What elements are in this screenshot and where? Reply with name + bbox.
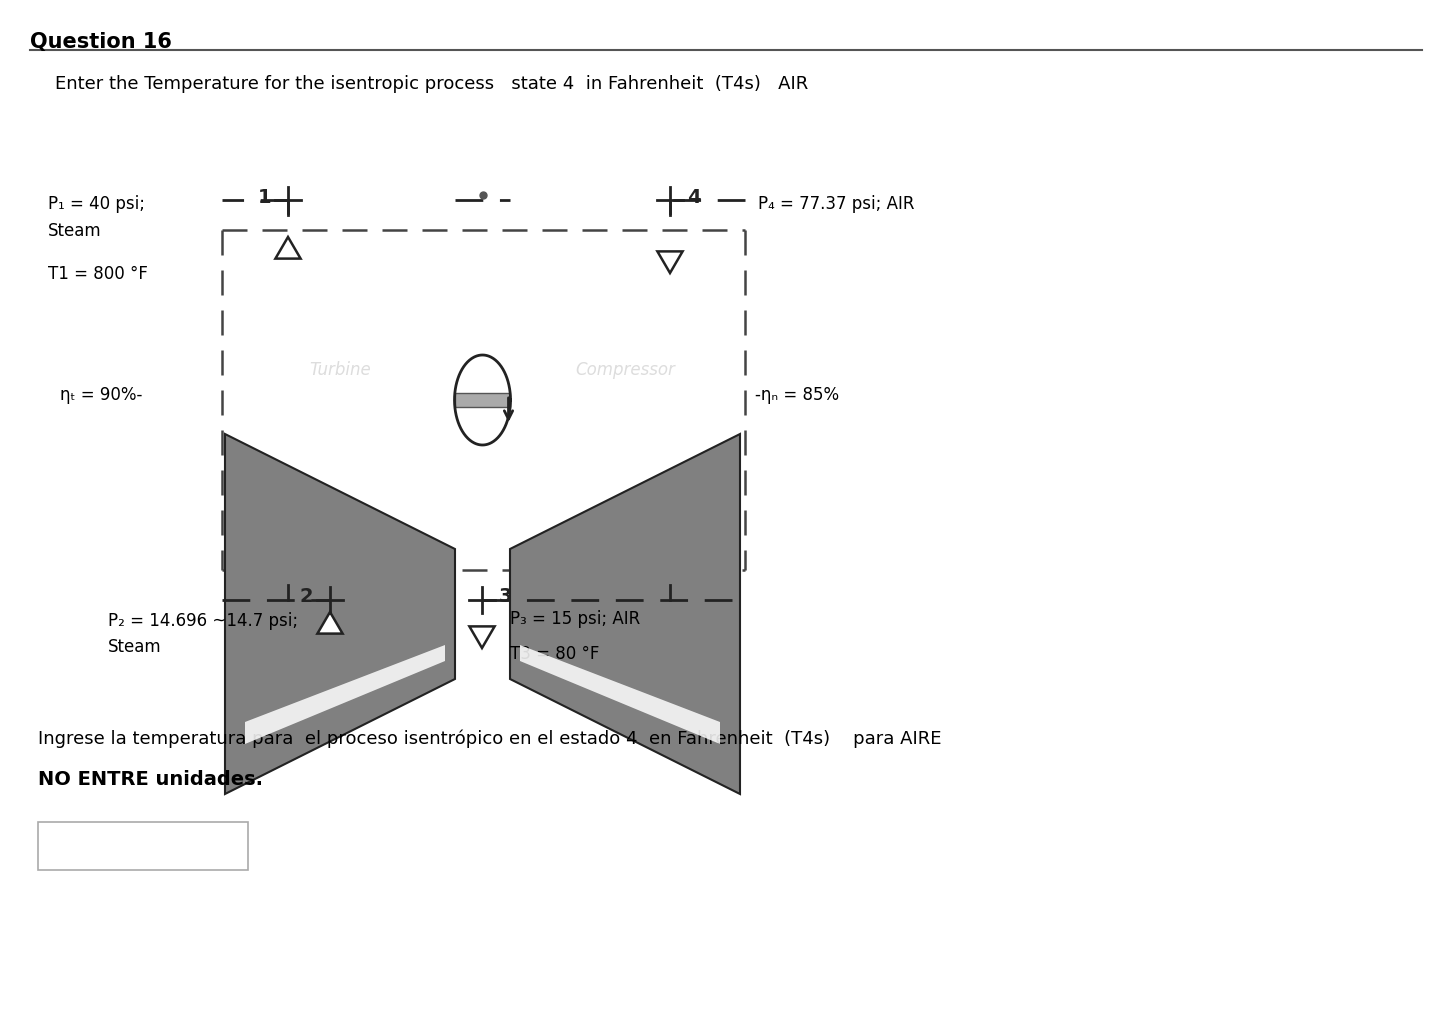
Polygon shape xyxy=(520,645,720,744)
Text: P₁ = 40 psi;: P₁ = 40 psi; xyxy=(48,195,145,213)
Text: Steam: Steam xyxy=(107,638,161,656)
Text: -ηₙ = 85%: -ηₙ = 85% xyxy=(755,386,839,404)
Polygon shape xyxy=(658,251,682,273)
Text: Enter the Temperature for the isentropic process   state 4  in Fahrenheit  (T4s): Enter the Temperature for the isentropic… xyxy=(55,75,809,93)
Text: 4: 4 xyxy=(687,188,701,207)
Polygon shape xyxy=(276,237,301,259)
Text: NO ENTRE unidades.: NO ENTRE unidades. xyxy=(38,770,263,789)
Text: 2: 2 xyxy=(299,587,314,606)
Text: Turbine: Turbine xyxy=(298,411,373,429)
FancyBboxPatch shape xyxy=(38,822,248,870)
Text: P₃ = 15 psi; AIR: P₃ = 15 psi; AIR xyxy=(510,610,640,628)
Text: 1: 1 xyxy=(257,188,272,207)
Bar xyxy=(454,393,510,407)
Text: Compressor: Compressor xyxy=(575,361,675,379)
Text: Question 16: Question 16 xyxy=(30,32,171,52)
Polygon shape xyxy=(469,627,495,648)
Text: T1 = 800 °F: T1 = 800 °F xyxy=(48,265,148,283)
Text: Steam: Steam xyxy=(48,222,102,240)
Text: P₄ = 77.37 psi; AIR: P₄ = 77.37 psi; AIR xyxy=(758,195,915,213)
Polygon shape xyxy=(245,645,444,744)
Text: Ingrese la temperatura para  el proceso isentrópico en el estado 4  en Fahrenhei: Ingrese la temperatura para el proceso i… xyxy=(38,730,941,748)
Text: P₂ = 14.696 ~14.7 psi;: P₂ = 14.696 ~14.7 psi; xyxy=(107,612,298,630)
Text: Turbine: Turbine xyxy=(309,361,370,379)
Polygon shape xyxy=(318,612,343,634)
Polygon shape xyxy=(510,434,741,794)
Text: ηₜ = 90%-: ηₜ = 90%- xyxy=(60,386,142,404)
Text: T3 = 80 °F: T3 = 80 °F xyxy=(510,645,600,663)
Text: 3: 3 xyxy=(499,587,513,606)
Text: Compressor: Compressor xyxy=(569,411,690,429)
Polygon shape xyxy=(225,434,454,794)
